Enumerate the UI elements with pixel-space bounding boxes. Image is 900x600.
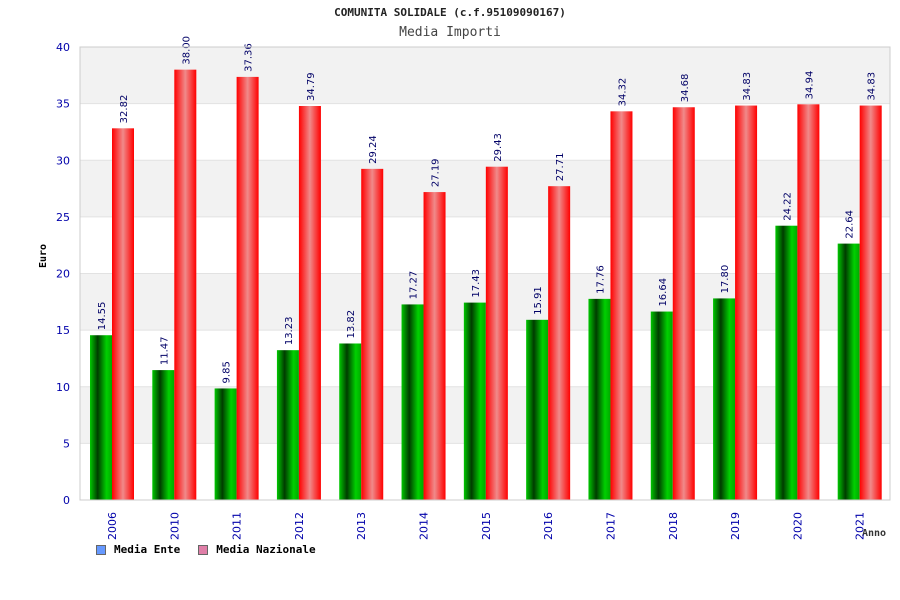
x-tick-label: 2021 [854,512,867,540]
grid-band [80,160,890,217]
x-tick-label: 2014 [418,512,431,540]
bar-media-nazionale [610,111,633,501]
legend-label-media-ente: Media Ente [114,543,181,556]
x-tick-label: 2018 [667,512,680,540]
y-tick-label: 35 [56,98,70,111]
bar-media-nazionale [797,104,820,500]
bar-media-nazionale [298,106,321,501]
x-tick-label: 2010 [168,512,181,540]
bar-value-label: 27.71 [555,153,566,182]
bar-media-nazionale [174,69,197,501]
x-tick-label: 2019 [729,512,742,540]
bar-media-ente [775,225,798,500]
bar-media-ente [276,350,299,500]
bar-media-nazionale [548,186,571,500]
x-tick-label: 2016 [542,512,555,540]
pink-square-swatch-icon [198,544,209,555]
bar-value-label: 22.64 [845,210,856,239]
x-tick-label: 2006 [106,512,119,540]
x-tick-label: 2015 [480,512,493,540]
bar-media-ente [339,343,362,500]
x-tick-label: 2011 [231,512,244,540]
bar-value-label: 17.76 [595,265,606,294]
bar-value-label: 34.94 [804,71,815,100]
bar-media-ente [214,388,237,500]
y-tick-label: 20 [56,268,70,281]
bar-value-label: 34.68 [680,74,691,103]
bar-value-label: 34.79 [306,72,317,101]
legend-item-media-nazionale: Media Nazionale [198,543,316,556]
y-tick-label: 40 [56,41,70,54]
bar-value-label: 15.91 [533,286,544,315]
bar-media-ente [713,298,736,500]
bar-media-ente [152,370,175,500]
bar-value-label: 34.83 [867,72,878,101]
bar-media-nazionale [423,192,446,501]
chart-title: COMUNITA SOLIDALE (c.f.95109090167) [334,6,566,19]
x-tick-label: 2012 [293,512,306,540]
bar-value-label: 24.22 [782,192,793,221]
y-tick-label: 5 [63,437,70,450]
bar-media-ente [650,311,673,500]
bar-value-label: 17.80 [720,265,731,294]
bar-value-label: 34.83 [742,72,753,101]
bar-value-label: 11.47 [159,336,170,365]
bar-value-label: 29.24 [368,135,379,164]
bar-value-label: 37.36 [244,43,255,72]
y-tick-label: 30 [56,154,70,167]
bar-media-nazionale [672,107,695,501]
bar-value-label: 13.23 [284,317,295,346]
bar-value-label: 13.82 [346,310,357,339]
bar-media-ente [588,298,611,500]
bar-media-nazionale [112,128,134,500]
bar-value-label: 29.43 [493,133,504,162]
legend: Media Ente Media Nazionale [96,543,316,556]
bar-media-ente [401,304,424,500]
grid-band [80,47,890,104]
y-tick-label: 15 [56,324,70,337]
y-tick-label: 10 [56,381,70,394]
x-tick-label: 2013 [355,512,368,540]
x-tick-label: 2020 [791,512,804,540]
legend-label-media-nazionale: Media Nazionale [216,543,316,556]
grid-band [80,103,890,161]
bar-media-nazionale [735,105,758,501]
bar-value-label: 27.19 [431,158,442,187]
blue-square-swatch-icon [96,544,106,555]
y-tick-label: 25 [56,211,70,224]
bar-media-ente [90,335,112,500]
plot-frame [79,46,891,501]
bar-value-label: 16.64 [658,278,669,307]
bar-media-nazionale [236,76,259,500]
bar-value-label: 14.55 [97,302,108,331]
x-axis-label: Anno [862,528,887,539]
bar-value-label: 38.00 [181,36,192,65]
grid-band [80,216,890,274]
bar-media-ente [837,243,860,501]
bar-media-nazionale [485,166,508,500]
bar-media-ente [526,319,549,500]
bar-value-label: 17.43 [471,269,482,298]
bar-value-label: 9.85 [222,361,233,383]
chart-subtitle: Media Importi [399,25,501,40]
bar-value-label: 32.82 [119,95,130,124]
legend-item-media-ente: Media Ente [96,543,180,556]
bar-value-label: 34.32 [617,78,628,107]
bar-media-ente [463,302,486,500]
bar-value-label: 17.27 [409,271,420,300]
x-tick-label: 2017 [604,512,617,540]
bar-media-nazionale [859,105,882,501]
y-tick-label: 0 [63,494,70,507]
bar-media-nazionale [361,168,384,500]
